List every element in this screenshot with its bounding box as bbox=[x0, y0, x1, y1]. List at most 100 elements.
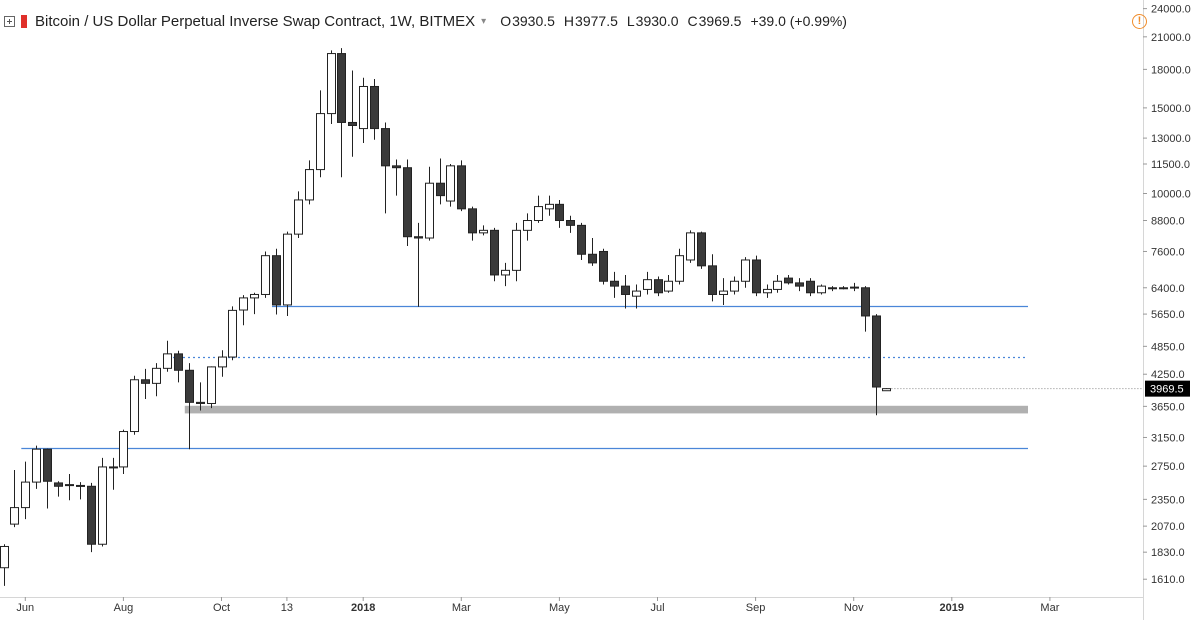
candle-body bbox=[0, 545, 9, 569]
candle bbox=[599, 248, 608, 285]
candle bbox=[43, 448, 52, 509]
candle bbox=[152, 363, 161, 397]
candle bbox=[850, 282, 859, 292]
candle-body bbox=[119, 431, 128, 468]
candle bbox=[370, 78, 379, 140]
candle bbox=[98, 457, 107, 547]
candle bbox=[654, 276, 663, 297]
price-tick-label: 15000.0 bbox=[1151, 103, 1191, 115]
candle-body bbox=[381, 128, 390, 167]
candle bbox=[239, 295, 248, 326]
candle-body bbox=[436, 182, 445, 197]
candle bbox=[130, 375, 139, 435]
candle-body bbox=[643, 279, 652, 290]
candle-body bbox=[763, 288, 772, 294]
candle bbox=[10, 470, 19, 528]
candle bbox=[806, 278, 815, 297]
price-tick-label: 6400.0 bbox=[1151, 283, 1185, 295]
candle bbox=[305, 160, 314, 205]
low-value: 3930.0 bbox=[635, 13, 679, 29]
time-tick-label: Oct bbox=[213, 602, 230, 614]
candle-body bbox=[348, 121, 357, 126]
candle-body bbox=[21, 481, 30, 509]
candle-body bbox=[839, 287, 848, 290]
candle-body bbox=[32, 448, 41, 483]
support-zone bbox=[184, 405, 1029, 414]
candle bbox=[327, 50, 336, 124]
candle bbox=[773, 274, 782, 293]
candle bbox=[119, 429, 128, 474]
candle-body bbox=[207, 366, 216, 404]
ohlc-close: C3969.5 bbox=[688, 13, 742, 29]
candle bbox=[566, 215, 575, 233]
candle bbox=[872, 314, 881, 416]
time-tick-label: Aug bbox=[114, 602, 134, 614]
candle-body bbox=[10, 507, 19, 525]
candle bbox=[588, 238, 597, 266]
price-tick-label: 24000.0 bbox=[1151, 4, 1191, 16]
candle-body bbox=[741, 259, 750, 282]
candle bbox=[697, 231, 706, 269]
price-tick-label: 1610.0 bbox=[1151, 574, 1185, 586]
candle bbox=[65, 473, 74, 501]
candle-body bbox=[882, 388, 891, 392]
high-value: 3977.5 bbox=[575, 13, 618, 29]
candle-body bbox=[392, 165, 401, 169]
time-axis[interactable]: Jun Aug Oct 13 2018 Mar May Jul Sep Nov 2019 Mar bbox=[16, 597, 1060, 614]
candle bbox=[250, 292, 259, 315]
candle-body bbox=[43, 448, 52, 482]
last-price-box bbox=[1145, 380, 1190, 397]
chart-header: Bitcoin / US Dollar Perpetual Inverse Sw… bbox=[4, 10, 847, 32]
candle-body bbox=[850, 286, 859, 289]
price-tick-label: 1830.0 bbox=[1151, 547, 1185, 559]
price-tick-label: 3150.0 bbox=[1151, 432, 1185, 444]
candle bbox=[763, 284, 772, 298]
candle bbox=[316, 90, 325, 178]
candle-body bbox=[76, 484, 85, 487]
candle bbox=[675, 248, 684, 285]
chevron-down-icon[interactable]: ▾ bbox=[481, 15, 487, 27]
candle bbox=[534, 195, 543, 223]
candle-body bbox=[54, 482, 63, 487]
candle bbox=[21, 461, 30, 520]
candle bbox=[414, 222, 423, 307]
alert-icon[interactable]: ! bbox=[1132, 14, 1147, 29]
candle-body bbox=[686, 232, 695, 261]
price-tick-label: 21000.0 bbox=[1151, 32, 1191, 44]
candle-body bbox=[196, 401, 205, 404]
expand-icon[interactable] bbox=[4, 15, 15, 27]
candles bbox=[0, 48, 891, 586]
time-tick-label: Jun bbox=[16, 602, 34, 614]
candle bbox=[523, 213, 532, 241]
ohlc-open: O3930.5 bbox=[500, 13, 555, 29]
candle bbox=[708, 254, 717, 302]
symbol-title[interactable]: Bitcoin / US Dollar Perpetual Inverse Sw… bbox=[35, 12, 476, 30]
candle-body bbox=[283, 233, 292, 306]
price-change: +39.0 (+0.99%) bbox=[750, 13, 847, 29]
price-tick-label: 2750.0 bbox=[1151, 461, 1185, 473]
candle-body bbox=[752, 259, 761, 294]
candle-body bbox=[250, 293, 259, 299]
candle-body bbox=[403, 167, 412, 238]
candle-body bbox=[621, 285, 630, 295]
candle-body bbox=[861, 287, 870, 317]
candle-body bbox=[152, 367, 161, 384]
candle-body bbox=[534, 206, 543, 222]
candle bbox=[261, 251, 270, 298]
candle bbox=[610, 271, 619, 298]
close-label: C bbox=[687, 13, 698, 29]
price-axis[interactable]: 24000.0 21000.0 18000.0 15000.0 13000.0 11500… bbox=[1143, 4, 1191, 587]
candle-body bbox=[610, 280, 619, 287]
candle bbox=[141, 368, 150, 399]
price-tick-label: 4850.0 bbox=[1151, 341, 1185, 353]
price-tick-label: 3650.0 bbox=[1151, 401, 1185, 413]
candle bbox=[730, 276, 739, 295]
candle-body bbox=[588, 253, 597, 264]
candle bbox=[457, 160, 466, 212]
candle-body bbox=[872, 315, 881, 388]
candle-body bbox=[414, 236, 423, 239]
candle bbox=[32, 445, 41, 489]
candle bbox=[795, 278, 804, 292]
high-label: H bbox=[563, 13, 575, 29]
